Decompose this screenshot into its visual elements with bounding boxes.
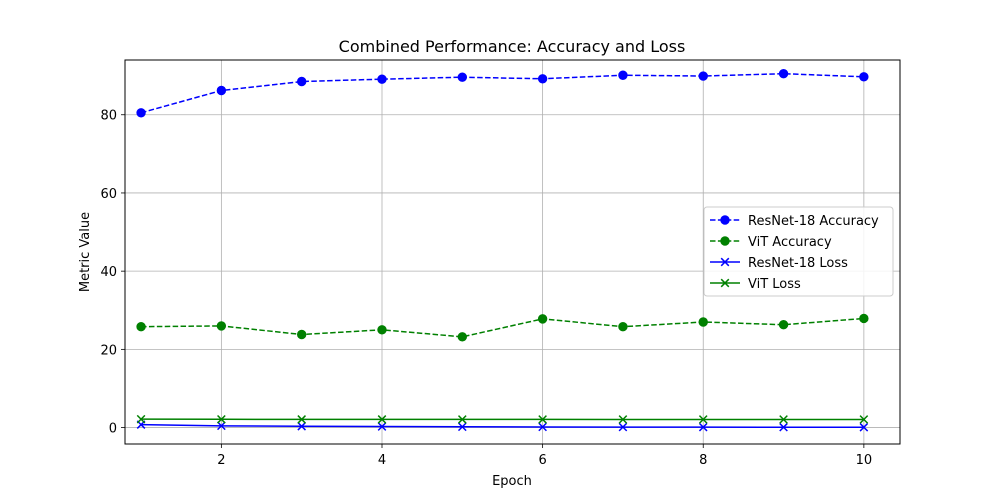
x-tick-label: 2: [217, 453, 225, 468]
marker-stroke: [720, 278, 730, 288]
legend-swatch-marker: [720, 257, 730, 267]
marker-stroke: [859, 415, 869, 424]
legend-label: ResNet-18 Accuracy: [748, 214, 879, 229]
marker-stroke: [538, 422, 547, 432]
data-point-resnet-18-accuracy: [618, 70, 628, 80]
data-point-resnet-18-loss: [297, 421, 307, 431]
data-point-vit-accuracy: [859, 313, 869, 324]
legend-item-resnet-18-loss: ResNet-18 Loss: [710, 256, 848, 271]
marker-stroke: [538, 415, 547, 424]
marker-stroke: [618, 422, 628, 432]
series-line-vit-accuracy: [141, 317, 864, 338]
ticks: 2 4 6 8 10 0 20 40 60 80: [100, 109, 872, 468]
legend-swatch-marker: [720, 236, 730, 246]
marker-stroke: [377, 415, 387, 424]
legend-item-vit-accuracy: ViT Accuracy: [710, 235, 832, 250]
data-point-resnet-18-loss: [538, 422, 547, 432]
data-point-vit-loss: [377, 415, 387, 424]
data-point-vit-accuracy: [296, 329, 307, 340]
y-tick-label: 0: [109, 422, 117, 437]
marker-stroke: [457, 422, 467, 432]
legend-label: ViT Accuracy: [748, 235, 832, 250]
data-point-resnet-18-accuracy: [859, 72, 869, 82]
data-point-vit-loss: [457, 415, 467, 424]
data-point-resnet-18-loss: [698, 422, 708, 432]
marker-stroke: [377, 422, 387, 431]
legend-swatch-marker: [720, 278, 730, 288]
data-point-resnet-18-accuracy: [698, 71, 708, 81]
marker-stroke: [618, 415, 628, 424]
x-tick-label: 6: [538, 453, 546, 468]
data-point-resnet-18-accuracy: [216, 85, 227, 96]
series-vit-loss: [136, 414, 869, 424]
data-point-vit-accuracy: [216, 321, 227, 331]
data-point-resnet-18-accuracy: [457, 72, 468, 82]
x-tick-label: 8: [699, 453, 707, 468]
data-point-vit-accuracy: [537, 314, 548, 324]
y-tick-label: 20: [100, 343, 117, 358]
marker-stroke: [217, 414, 226, 424]
data-point-resnet-18-loss: [779, 422, 788, 432]
data-point-resnet-18-loss: [217, 421, 226, 431]
data-point-resnet-18-accuracy: [377, 74, 387, 84]
y-tick-label: 40: [100, 265, 117, 280]
legend: ResNet-18 Accuracy ViT Accuracy ResNet-18 …: [703, 206, 894, 297]
y-tick-label: 80: [100, 109, 117, 124]
legend-swatch-marker: [720, 215, 730, 225]
data-point-resnet-18-loss: [618, 422, 628, 432]
data-point-vit-loss: [136, 414, 146, 424]
marker-stroke: [457, 415, 467, 424]
data-point-resnet-18-loss: [457, 422, 467, 432]
data-point-resnet-18-accuracy: [537, 74, 548, 84]
series-layer: [136, 68, 869, 432]
y-tick-label: 60: [100, 187, 117, 202]
data-point-resnet-18-loss: [377, 422, 387, 431]
marker-stroke: [698, 422, 708, 432]
chart-title: Combined Performance: Accuracy and Loss: [339, 37, 686, 56]
marker-stroke: [779, 415, 788, 424]
series-resnet-18-accuracy: [136, 68, 869, 118]
data-point-vit-accuracy: [618, 321, 628, 332]
legend-box: [703, 206, 894, 297]
marker-stroke: [136, 414, 146, 424]
series-resnet-18-loss: [136, 420, 869, 432]
data-point-vit-accuracy: [377, 325, 387, 335]
x-tick-label: 10: [856, 453, 873, 468]
legend-item-resnet-18-accuracy: ResNet-18 Accuracy: [710, 214, 879, 229]
marker-stroke: [720, 257, 730, 267]
marker-stroke: [698, 415, 708, 424]
marker-stroke: [297, 421, 307, 431]
marker-stroke: [859, 422, 869, 432]
plot-frame: [124, 59, 901, 445]
data-point-vit-loss: [698, 415, 708, 424]
series-line-resnet-18-loss: [141, 423, 864, 429]
x-tick-label: 4: [378, 453, 386, 468]
legend-label: ViT Loss: [748, 277, 801, 292]
y-axis-label: Metric Value: [78, 212, 93, 292]
data-point-vit-loss: [538, 415, 547, 424]
data-point-vit-accuracy: [778, 320, 789, 330]
marker-stroke: [217, 421, 226, 431]
data-point-vit-accuracy: [457, 332, 468, 342]
marker-stroke: [779, 422, 788, 432]
legend-item-vit-loss: ViT Loss: [710, 277, 801, 292]
data-point-resnet-18-loss: [859, 422, 869, 432]
marker-stroke: [297, 415, 307, 424]
legend-label: ResNet-18 Loss: [748, 256, 848, 271]
data-point-resnet-18-accuracy: [296, 76, 307, 87]
data-point-vit-loss: [217, 414, 226, 424]
data-point-resnet-18-accuracy: [136, 108, 146, 118]
data-point-resnet-18-accuracy: [778, 68, 789, 79]
data-point-vit-accuracy: [698, 317, 708, 327]
data-point-vit-loss: [859, 415, 869, 424]
series-line-resnet-18-accuracy: [140, 72, 864, 114]
data-point-vit-loss: [618, 415, 628, 424]
data-point-vit-loss: [779, 415, 788, 424]
series-vit-accuracy: [136, 313, 869, 342]
data-point-vit-loss: [297, 415, 307, 424]
data-point-vit-accuracy: [136, 321, 146, 332]
x-axis-label: Epoch: [492, 474, 532, 489]
